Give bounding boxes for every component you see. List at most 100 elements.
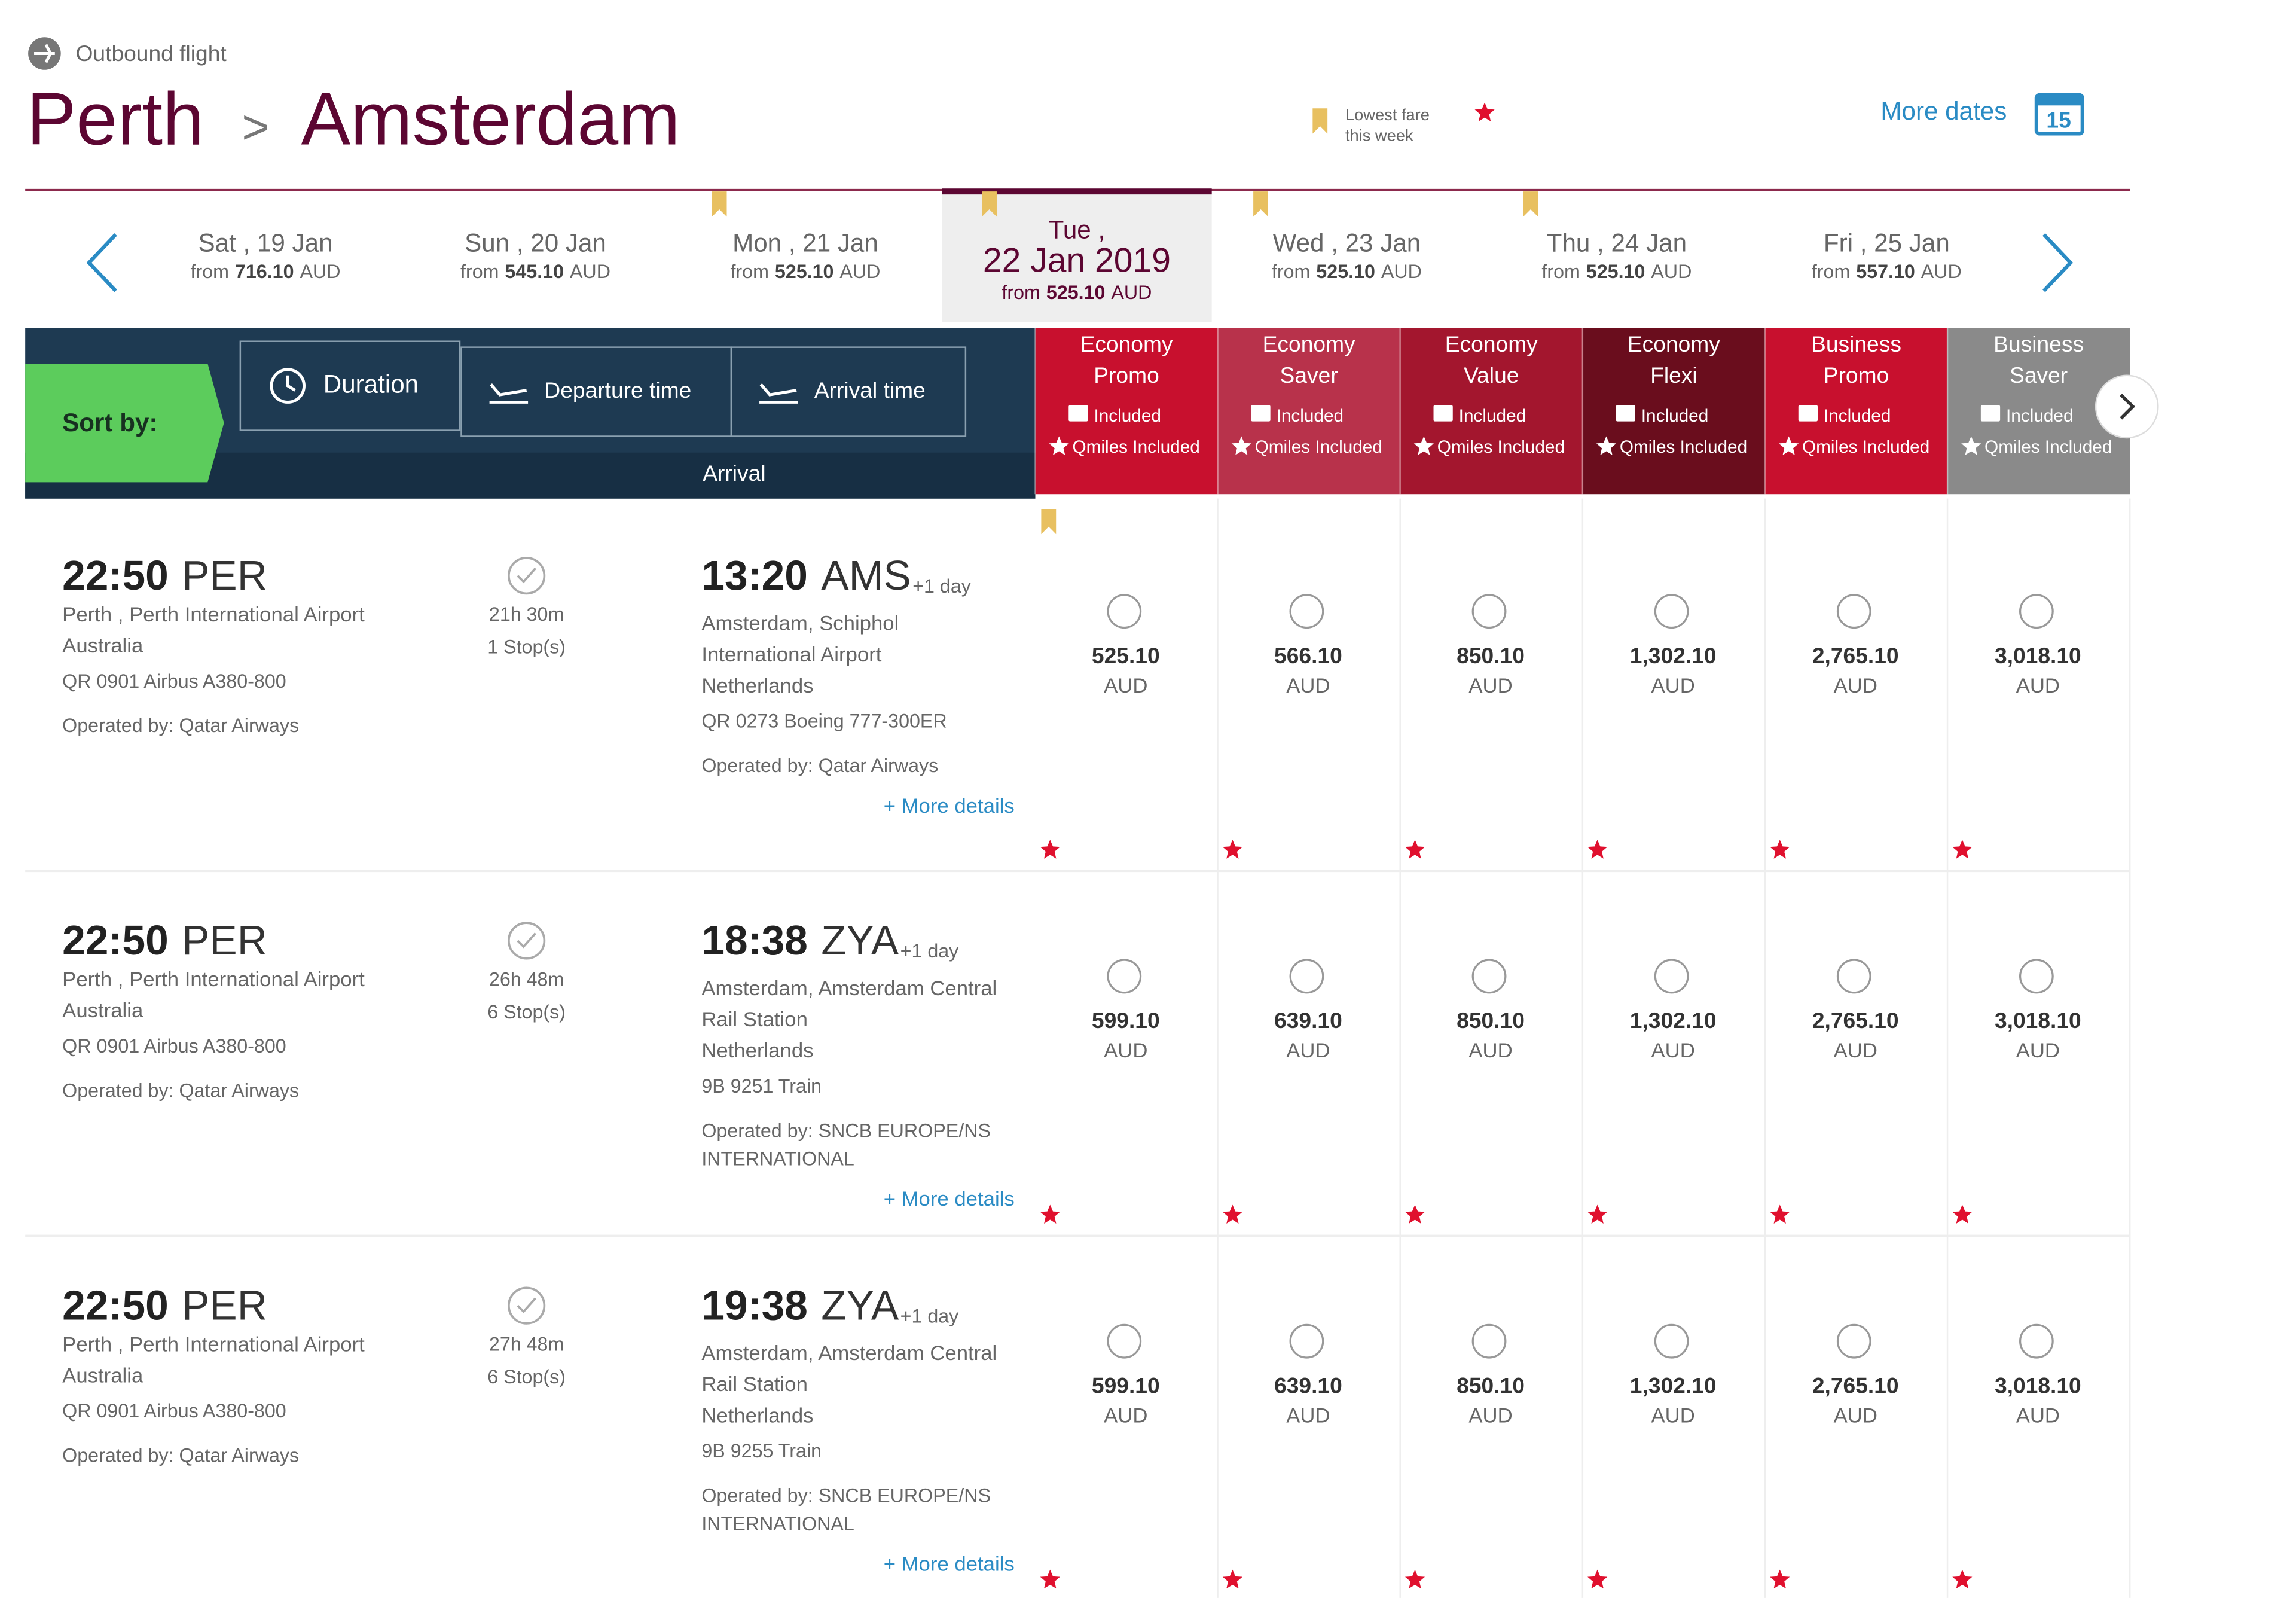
fare-currency: AUD (1834, 1039, 1877, 1062)
sort-option[interactable] (730, 346, 967, 437)
arrival-operator: INTERNATIONAL (701, 1513, 854, 1535)
legend-line: this week (1345, 126, 1413, 145)
fare-radio[interactable] (2019, 1323, 2054, 1359)
more-details[interactable]: + More details (884, 1188, 1015, 1210)
direct-icon (507, 557, 546, 595)
fare-class-name: Saver (2010, 362, 2068, 388)
fare-class-header[interactable] (1217, 328, 1400, 495)
arrival-operator: Operated by: Qatar Airways (701, 755, 938, 776)
qmiles-star (1222, 840, 1243, 859)
fare-radio[interactable] (1107, 959, 1142, 994)
baggage-label: Included (1277, 406, 1344, 426)
fare-currency: AUD (1468, 675, 1512, 697)
date-selected: 22 Jan 2019 (983, 241, 1171, 279)
prev-arrow[interactable] (86, 233, 117, 292)
fare-radio[interactable] (1289, 594, 1324, 629)
calendar-top (2036, 94, 2083, 106)
fare-price: 599.10 (1092, 1008, 1160, 1033)
baggage-label: Included (1094, 406, 1161, 426)
date-from: from (460, 261, 499, 282)
next-classes-arrow (2120, 394, 2135, 420)
date-currency: AUD (1651, 261, 1692, 282)
plane-icon (759, 383, 798, 404)
fare-radio[interactable] (1289, 959, 1324, 994)
miles-label: Qmiles Included (1620, 437, 1747, 457)
fare-radio[interactable] (1471, 594, 1507, 629)
sort-tag (25, 363, 224, 483)
fare-price: 3,018.10 (1995, 1373, 2081, 1398)
fare-radio[interactable] (1836, 594, 1871, 629)
check-glyph (517, 932, 536, 949)
lowest-fare-marker (1523, 191, 1538, 217)
fare-price: 850.10 (1457, 1008, 1525, 1033)
arrival-operator: Operated by: SNCB EUROPE/NS (701, 1485, 991, 1506)
fare-class-header[interactable] (1400, 328, 1583, 495)
arrival-operator: Operated by: SNCB EUROPE/NS (701, 1120, 991, 1141)
fare-class-name: Business (1811, 331, 1901, 356)
fare-price: 1,302.10 (1630, 1008, 1717, 1033)
fare-radio[interactable] (2019, 594, 2054, 629)
fare-radio[interactable] (1836, 1323, 1871, 1359)
departure-time: 22:50 (62, 552, 169, 599)
sort-option[interactable] (239, 340, 461, 431)
miles-icon (1049, 436, 1069, 455)
date-currency: AUD (570, 261, 610, 282)
fare-radio[interactable] (1289, 1323, 1324, 1359)
stops: 6 Stop(s) (487, 1001, 566, 1023)
miles-label: Qmiles Included (1984, 437, 2112, 457)
fare-price: 850.10 (1457, 1373, 1525, 1398)
departure-code: PER (182, 917, 267, 963)
fare-class-header[interactable] (1582, 328, 1765, 495)
qmiles-star (1040, 1204, 1060, 1224)
more-details[interactable]: + More details (884, 795, 1015, 818)
destination: Amsterdam (301, 78, 680, 160)
fare-radio[interactable] (1107, 594, 1142, 629)
miles-label: Qmiles Included (1437, 437, 1565, 457)
date-from: from (1272, 261, 1310, 282)
column-header: Arrival (703, 461, 765, 486)
fare-radio[interactable] (1107, 1323, 1142, 1359)
sort-option[interactable] (460, 346, 732, 437)
departure-country: Australia (62, 1364, 144, 1387)
selected-date-bar (942, 188, 1212, 195)
sort-label: Sort by: (62, 408, 157, 437)
fare-class-header[interactable] (1764, 328, 1948, 495)
qmiles-star (1222, 1204, 1243, 1224)
fare-currency: AUD (1286, 675, 1330, 697)
fare-radio[interactable] (2019, 959, 2054, 994)
fare-radio[interactable] (1471, 1323, 1507, 1359)
plane-glyph (34, 44, 55, 63)
miles-label: Qmiles Included (1802, 437, 1929, 457)
qmiles-star (1952, 1569, 1973, 1589)
departure-operator: Operated by: Qatar Airways (62, 1445, 299, 1466)
fare-currency: AUD (1468, 1039, 1512, 1062)
miles-icon (1596, 436, 1617, 455)
arrival-flight: 9B 9251 Train (701, 1075, 822, 1097)
fare-radio[interactable] (1654, 1323, 1689, 1359)
arrival-flight: QR 0273 Boeing 777-300ER (701, 710, 947, 732)
fare-radio[interactable] (1471, 959, 1507, 994)
next-arrow[interactable] (2042, 233, 2074, 292)
fare-currency: AUD (1651, 1039, 1694, 1062)
departure-place: Perth , Perth International Airport (62, 603, 365, 626)
arrival-country: Netherlands (701, 1039, 813, 1062)
fare-radio[interactable] (1836, 959, 1871, 994)
more-dates[interactable]: More dates (1880, 97, 2007, 125)
departure-flight: QR 0901 Airbus A380-800 (62, 1035, 286, 1057)
date-day: Sat , 19 Jan (199, 229, 333, 257)
fare-class-header[interactable] (1035, 328, 1218, 495)
fare-class-name: Business (1993, 331, 2084, 356)
departure-flight: QR 0901 Airbus A380-800 (62, 670, 286, 692)
date-currency: AUD (300, 261, 340, 282)
qmiles-star (1405, 1569, 1425, 1589)
fare-class-name: Saver (1280, 362, 1338, 388)
fare-radio[interactable] (1654, 959, 1689, 994)
fare-radio[interactable] (1654, 594, 1689, 629)
miles-icon (1413, 436, 1434, 455)
departure-code: PER (182, 552, 267, 599)
more-details[interactable]: + More details (884, 1553, 1015, 1575)
date-price: 525.10 (775, 261, 834, 282)
next-classes-button[interactable] (2095, 374, 2159, 439)
